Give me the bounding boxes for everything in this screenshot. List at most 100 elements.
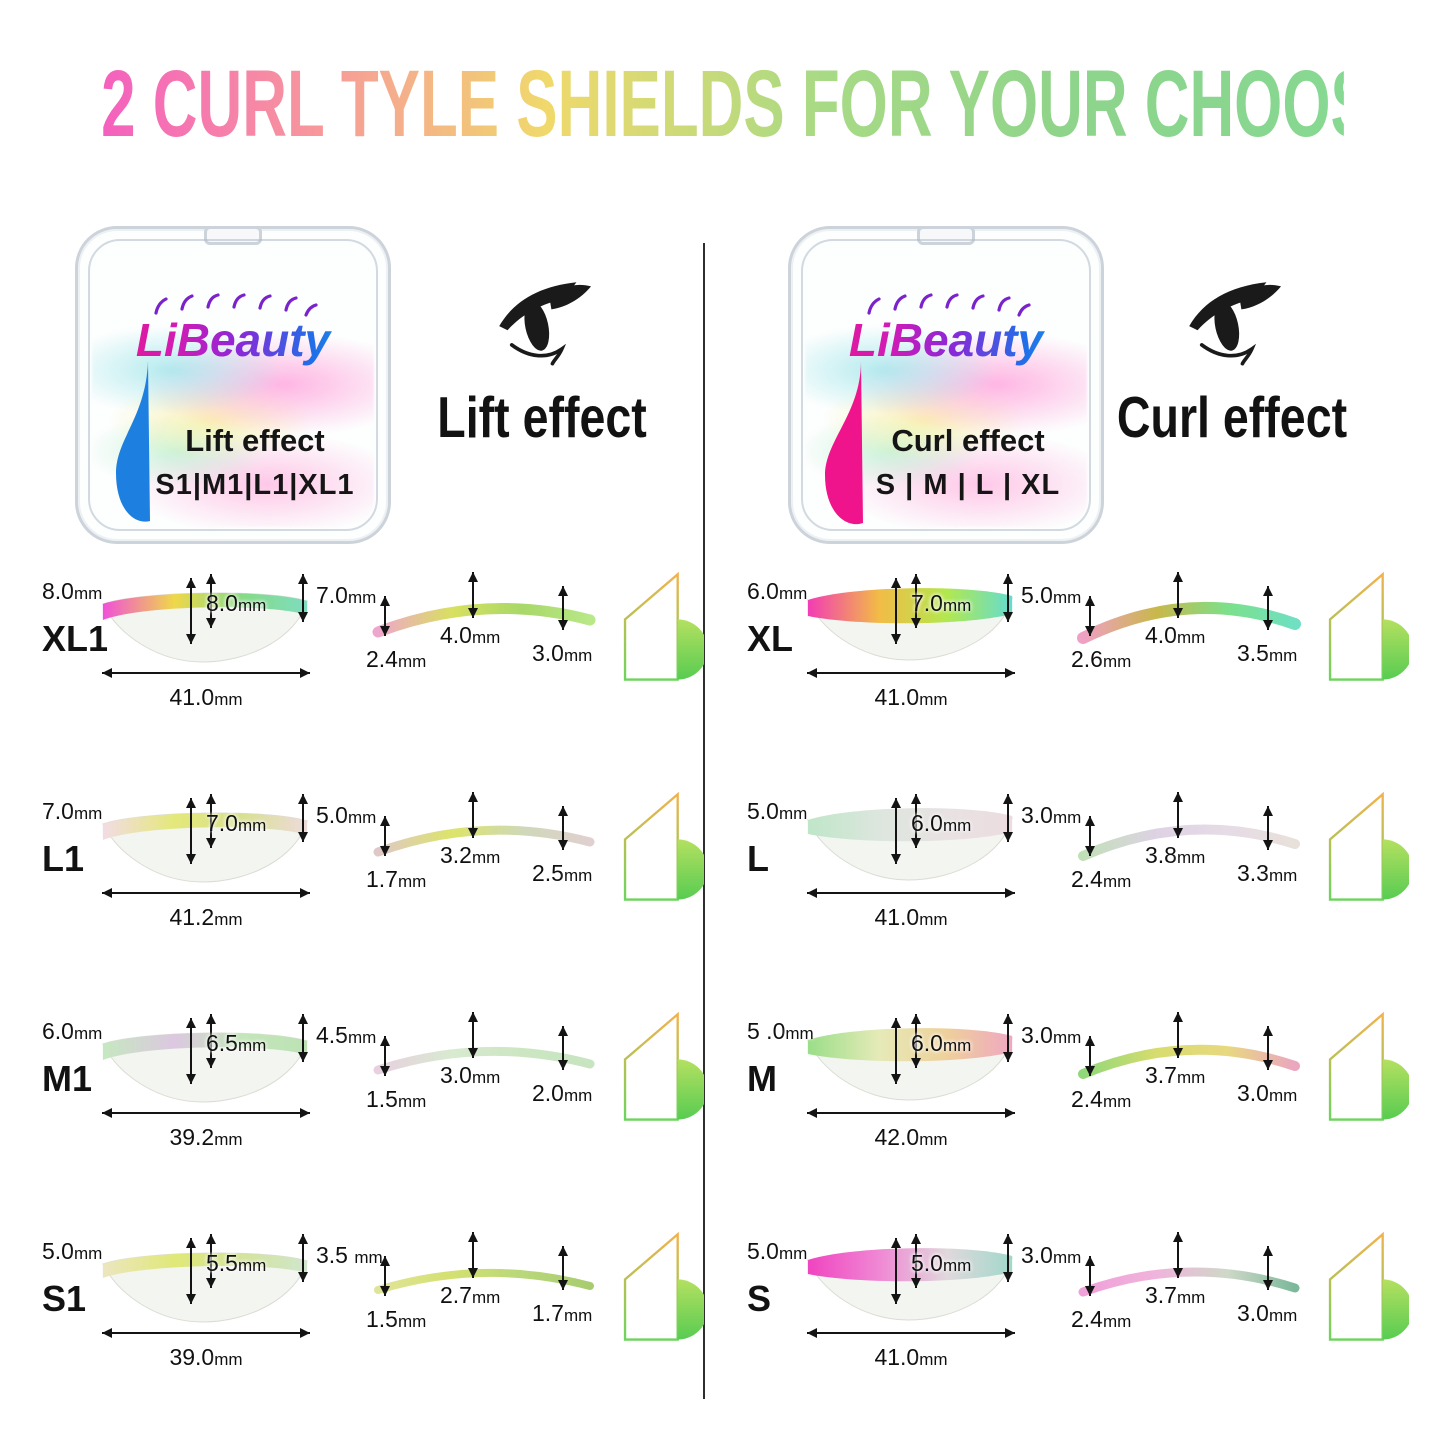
- effect-heading-label: Curl effect: [1116, 386, 1348, 450]
- strip-right-label: 3.0mm: [532, 640, 593, 666]
- mid-height-label: 5.5mm: [206, 1250, 267, 1276]
- strip-right-label: 1.7mm: [532, 1300, 593, 1326]
- strip-right-arrow: [1262, 806, 1273, 850]
- mid-height-label: 6.0mm: [911, 1030, 972, 1056]
- strip-mid-label: 3.2mm: [440, 842, 501, 868]
- strip-left-label: 2.4mm: [1071, 1086, 1132, 1112]
- right-height-arrow: [297, 794, 308, 842]
- strip-left-arrow: [379, 1036, 390, 1076]
- strip-mid-label: 2.7mm: [440, 1282, 501, 1308]
- strip-left-arrow: [379, 816, 390, 856]
- left-height-label: 5.0mm: [747, 798, 808, 824]
- left-height-label: 8.0mm: [42, 578, 103, 604]
- size-row-xl: XL 6.0mm 7.0mm 5.0mm 41.0mm 2.6mm 4.0mm …: [735, 556, 1415, 776]
- width-arrow: [102, 667, 310, 678]
- width-arrow: [807, 887, 1015, 898]
- shield-top-view-strip: [373, 825, 595, 857]
- right-height-arrow: [1002, 574, 1013, 622]
- right-height-label: 4.5mm: [316, 1022, 377, 1048]
- right-height-arrow: [1002, 1014, 1013, 1062]
- right-height-label: 3.0mm: [1021, 1242, 1082, 1268]
- width-arrow: [807, 1107, 1015, 1118]
- shield-profile-icon: [623, 571, 704, 681]
- curl-effect-heading: Curl effect: [1102, 276, 1362, 450]
- effect-heading-label: Lift effect: [437, 386, 647, 450]
- shield-profile-icon: [623, 1231, 704, 1341]
- size-label: M: [747, 1058, 777, 1099]
- left-height-arrow: [205, 794, 216, 848]
- strip-mid-label: 3.0mm: [440, 1062, 501, 1088]
- strip-mid-label: 3.7mm: [1145, 1282, 1206, 1308]
- size-label: L: [747, 838, 769, 879]
- mid-height-arrow: [185, 1018, 196, 1084]
- mid-height-label: 6.5mm: [206, 1030, 267, 1056]
- right-height-arrow: [297, 1014, 308, 1062]
- shield-side-view: [102, 1032, 308, 1103]
- eye-lash-icon: [1189, 282, 1282, 366]
- width-label: 41.0mm: [874, 1344, 948, 1370]
- strip-left-label: 1.5mm: [366, 1086, 427, 1112]
- size-row-m1: M1 6.0mm 6.5mm 4.5mm 39.2mm 1.5mm 3.0mm …: [30, 996, 710, 1216]
- width-arrow: [807, 667, 1015, 678]
- right-height-label: 7.0mm: [316, 582, 377, 608]
- mid-height-label: 7.0mm: [206, 810, 267, 836]
- strip-mid-arrow: [1172, 1232, 1183, 1278]
- right-height-label: 3.0mm: [1021, 802, 1082, 828]
- mid-height-label: 5.0mm: [911, 1250, 972, 1276]
- box-effect-label: Curl effect: [891, 423, 1045, 458]
- lift-effect-heading: Lift effect: [412, 276, 672, 450]
- strip-right-arrow: [557, 1026, 568, 1070]
- left-height-arrow: [205, 574, 216, 628]
- mid-height-label: 6.0mm: [911, 810, 972, 836]
- size-row-xl1: XL1 8.0mm 8.0mm 7.0mm 41.0mm 2.4mm 4.0mm…: [30, 556, 710, 776]
- strip-right-arrow: [1262, 1026, 1273, 1070]
- shield-side-view: [807, 808, 1013, 881]
- brand-logo: LiBeauty: [90, 313, 376, 367]
- size-label: M1: [42, 1058, 93, 1099]
- left-height-arrow: [205, 1234, 216, 1288]
- shield-side-view: [102, 592, 308, 663]
- width-label: 39.0mm: [169, 1344, 243, 1370]
- strip-right-label: 2.5mm: [532, 860, 593, 886]
- strip-mid-arrow: [467, 1232, 478, 1278]
- strip-mid-arrow: [1172, 792, 1183, 838]
- shield-profile-icon: [623, 791, 704, 901]
- mid-height-arrow: [890, 578, 901, 644]
- width-arrow: [102, 1107, 310, 1118]
- strip-right-arrow: [557, 586, 568, 630]
- shield-side-view: [807, 1248, 1013, 1321]
- right-height-label: 5.0mm: [1021, 582, 1082, 608]
- strip-left-label: 2.4mm: [366, 646, 427, 672]
- strip-left-arrow: [379, 596, 390, 636]
- shield-profile-icon: [623, 1011, 704, 1121]
- width-label: 41.0mm: [874, 684, 948, 710]
- right-height-label: 3.0mm: [1021, 1022, 1082, 1048]
- width-arrow: [807, 1327, 1015, 1338]
- strip-right-label: 3.5mm: [1237, 640, 1298, 666]
- width-label: 39.2mm: [169, 1124, 243, 1150]
- shield-side-view: [807, 588, 1013, 661]
- left-height-label: 5.0mm: [42, 1238, 103, 1264]
- shield-profile-icon: [1328, 1011, 1409, 1121]
- strip-right-label: 3.3mm: [1237, 860, 1298, 886]
- strip-left-arrow: [379, 1256, 390, 1296]
- lash-marks-icon: [867, 293, 1031, 317]
- left-height-label: 6.0mm: [42, 1018, 103, 1044]
- strip-mid-arrow: [467, 1012, 478, 1058]
- width-label: 41.0mm: [874, 904, 948, 930]
- strip-left-arrow: [1084, 1256, 1095, 1296]
- lift-curl-shape-icon: [116, 361, 150, 522]
- left-height-label: 6.0mm: [747, 578, 808, 604]
- column-divider: [703, 243, 705, 1399]
- left-height-arrow: [910, 1234, 921, 1288]
- right-height-arrow: [1002, 1234, 1013, 1282]
- strip-right-arrow: [557, 1246, 568, 1290]
- strip-left-label: 2.4mm: [1071, 866, 1132, 892]
- strip-left-arrow: [1084, 1036, 1095, 1076]
- mid-height-arrow: [185, 1238, 196, 1304]
- left-height-label: 5.0mm: [747, 1238, 808, 1264]
- width-label: 41.0mm: [169, 684, 243, 710]
- right-height-arrow: [297, 1234, 308, 1282]
- size-row-m: M 5 .0mm 6.0mm 3.0mm 42.0mm 2.4mm 3.7mm …: [735, 996, 1415, 1216]
